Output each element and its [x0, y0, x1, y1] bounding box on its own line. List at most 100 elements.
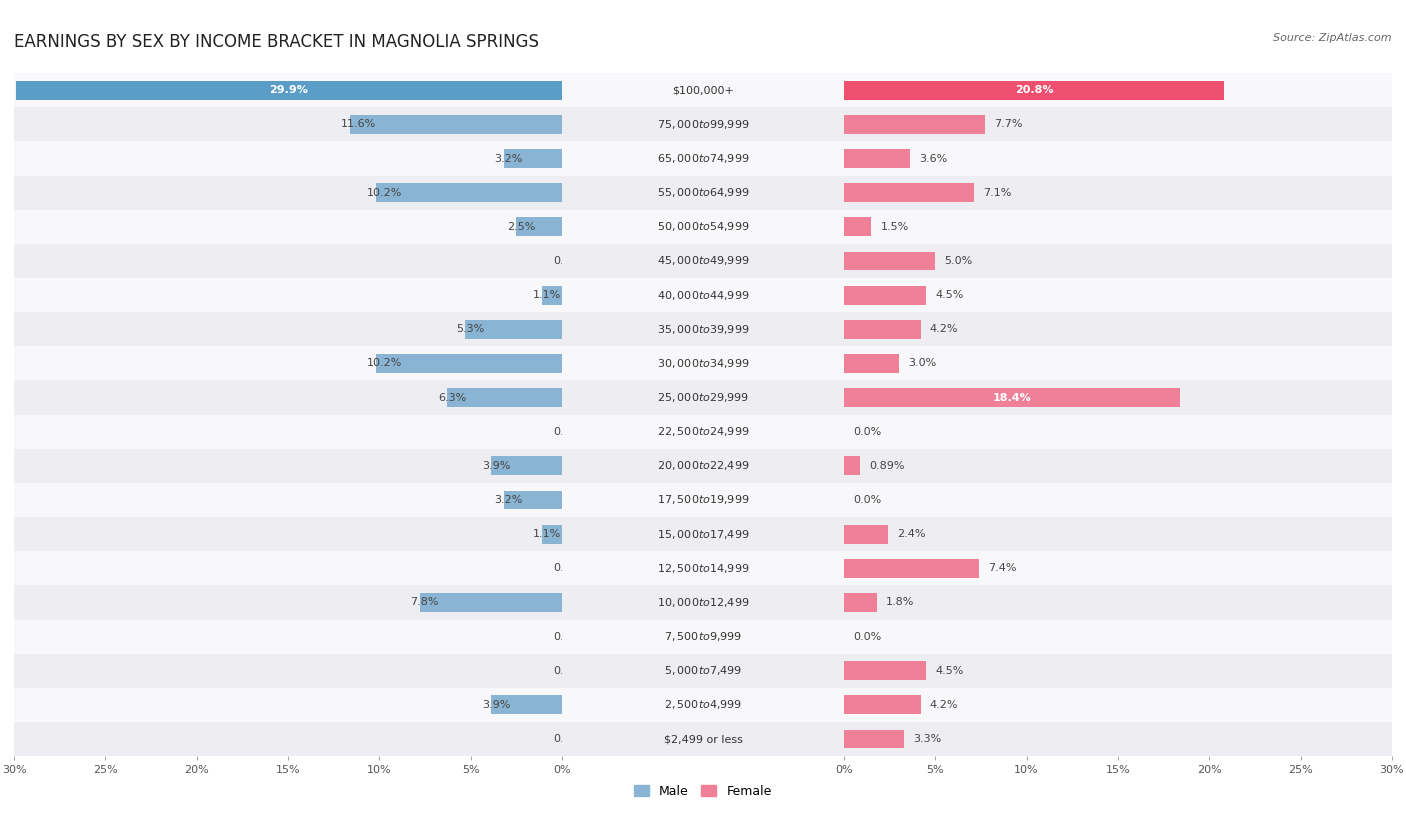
- Legend: Male, Female: Male, Female: [630, 780, 776, 802]
- Text: $12,500 to $14,999: $12,500 to $14,999: [657, 562, 749, 575]
- Bar: [844, 729, 904, 749]
- Bar: [844, 244, 1392, 278]
- Bar: [541, 285, 562, 305]
- Bar: [844, 661, 927, 680]
- Bar: [562, 620, 844, 654]
- Text: 10.2%: 10.2%: [367, 359, 402, 368]
- Text: 1.1%: 1.1%: [533, 290, 561, 300]
- Text: 1.5%: 1.5%: [880, 222, 908, 232]
- Bar: [447, 388, 562, 407]
- Bar: [14, 415, 562, 449]
- Bar: [541, 524, 562, 544]
- Bar: [844, 456, 860, 476]
- Bar: [844, 517, 1392, 551]
- Text: 0.0%: 0.0%: [853, 427, 882, 437]
- Text: 11.6%: 11.6%: [342, 120, 377, 129]
- Bar: [14, 620, 562, 654]
- Text: $20,000 to $22,499: $20,000 to $22,499: [657, 459, 749, 472]
- Bar: [562, 210, 844, 244]
- Text: 20.8%: 20.8%: [1015, 85, 1053, 95]
- Bar: [562, 415, 844, 449]
- Text: 3.2%: 3.2%: [495, 154, 523, 163]
- Bar: [562, 449, 844, 483]
- Text: 7.1%: 7.1%: [983, 188, 1011, 198]
- Text: 0.0%: 0.0%: [853, 632, 882, 641]
- Bar: [844, 210, 1392, 244]
- Bar: [844, 559, 979, 578]
- Text: 3.3%: 3.3%: [914, 734, 942, 744]
- Bar: [14, 380, 562, 415]
- Text: $65,000 to $74,999: $65,000 to $74,999: [657, 152, 749, 165]
- Text: 0.89%: 0.89%: [869, 461, 905, 471]
- Bar: [844, 149, 910, 168]
- Text: 4.5%: 4.5%: [935, 666, 963, 676]
- Bar: [844, 483, 1392, 517]
- Bar: [375, 183, 562, 202]
- Text: 4.5%: 4.5%: [935, 290, 963, 300]
- Text: 7.4%: 7.4%: [988, 563, 1017, 573]
- Bar: [562, 107, 844, 141]
- Bar: [562, 585, 844, 620]
- Bar: [15, 80, 562, 100]
- Bar: [844, 585, 1392, 620]
- Bar: [14, 141, 562, 176]
- Bar: [14, 176, 562, 210]
- Bar: [562, 73, 844, 107]
- Bar: [14, 585, 562, 620]
- Bar: [375, 354, 562, 373]
- Bar: [844, 449, 1392, 483]
- Bar: [14, 722, 562, 756]
- Bar: [562, 722, 844, 756]
- Bar: [844, 688, 1392, 722]
- Text: EARNINGS BY SEX BY INCOME BRACKET IN MAGNOLIA SPRINGS: EARNINGS BY SEX BY INCOME BRACKET IN MAG…: [14, 33, 538, 50]
- Text: 6.3%: 6.3%: [437, 393, 467, 402]
- Text: 0.0%: 0.0%: [553, 734, 581, 744]
- Bar: [491, 456, 562, 476]
- Bar: [14, 449, 562, 483]
- Bar: [844, 354, 898, 373]
- Text: 10.2%: 10.2%: [367, 188, 402, 198]
- Bar: [465, 320, 562, 339]
- Bar: [14, 73, 562, 107]
- Text: Source: ZipAtlas.com: Source: ZipAtlas.com: [1274, 33, 1392, 42]
- Bar: [562, 141, 844, 176]
- Bar: [844, 176, 1392, 210]
- Bar: [844, 141, 1392, 176]
- Text: 29.9%: 29.9%: [270, 85, 308, 95]
- Bar: [844, 620, 1392, 654]
- Text: 7.8%: 7.8%: [411, 598, 439, 607]
- Bar: [844, 312, 1392, 346]
- Bar: [844, 524, 887, 544]
- Text: 0.0%: 0.0%: [553, 563, 581, 573]
- Bar: [844, 415, 1392, 449]
- Text: $17,500 to $19,999: $17,500 to $19,999: [657, 493, 749, 506]
- Bar: [844, 320, 921, 339]
- Text: 3.0%: 3.0%: [908, 359, 936, 368]
- Text: 1.1%: 1.1%: [533, 529, 561, 539]
- Bar: [14, 244, 562, 278]
- Text: 0.0%: 0.0%: [853, 495, 882, 505]
- Text: 0.0%: 0.0%: [553, 256, 581, 266]
- Bar: [14, 312, 562, 346]
- Text: 2.4%: 2.4%: [897, 529, 925, 539]
- Bar: [844, 346, 1392, 380]
- Text: 0.0%: 0.0%: [553, 666, 581, 676]
- Bar: [844, 278, 1392, 312]
- Text: $5,000 to $7,499: $5,000 to $7,499: [664, 664, 742, 677]
- Text: 4.2%: 4.2%: [929, 324, 959, 334]
- Bar: [844, 695, 921, 715]
- Bar: [844, 107, 1392, 141]
- Bar: [14, 278, 562, 312]
- Bar: [14, 210, 562, 244]
- Text: $75,000 to $99,999: $75,000 to $99,999: [657, 118, 749, 131]
- Text: $50,000 to $54,999: $50,000 to $54,999: [657, 220, 749, 233]
- Bar: [562, 176, 844, 210]
- Text: $45,000 to $49,999: $45,000 to $49,999: [657, 254, 749, 267]
- Bar: [844, 722, 1392, 756]
- Bar: [14, 346, 562, 380]
- Bar: [350, 115, 562, 134]
- Text: 1.8%: 1.8%: [886, 598, 914, 607]
- Text: $22,500 to $24,999: $22,500 to $24,999: [657, 425, 749, 438]
- Bar: [14, 107, 562, 141]
- Bar: [491, 695, 562, 715]
